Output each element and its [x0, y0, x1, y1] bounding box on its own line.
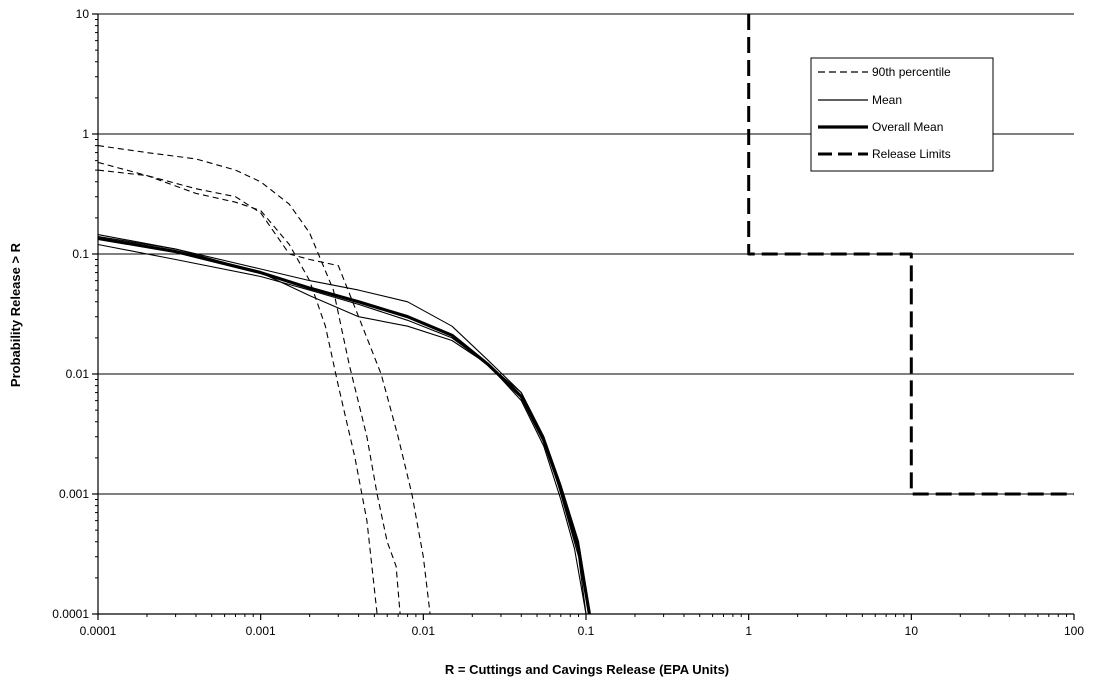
x-tick-label: 0.1 [578, 624, 595, 638]
legend-box [810, 57, 994, 172]
x-tick-label: 1 [745, 624, 752, 638]
series-line-90th-percentile-1 [97, 161, 378, 615]
legend-label-90th-percentile: 90th percentile [872, 65, 951, 79]
legend-label-overall-mean: Overall Mean [872, 120, 943, 134]
series-line-release-limits-7 [747, 14, 1074, 496]
y-tick-label: 0.001 [59, 487, 89, 501]
x-tick-label: 10 [905, 624, 919, 638]
x-tick-label: 0.001 [246, 624, 276, 638]
legend-label-release-limits: Release Limits [872, 147, 951, 161]
y-axis-title: Probability Release > R [8, 242, 23, 387]
series-line-overall-mean-6 [97, 236, 591, 615]
x-tick-label: 0.01 [412, 624, 436, 638]
x-axis-title: R = Cuttings and Cavings Release (EPA Un… [445, 662, 729, 677]
series-line-90th-percentile-2 [97, 169, 431, 615]
y-tick-label: 10 [76, 7, 90, 21]
legend: 90th percentile Mean Overall Mean Releas… [810, 57, 994, 172]
x-tick-label: 100 [1064, 624, 1084, 638]
y-tick-label: 0.1 [72, 247, 89, 261]
tick-labels: 0.0001 0.001 0.01 0.1 1 10 100 0.0001 0.001 0.01 0… [52, 7, 1084, 638]
y-tick-label: 1 [82, 127, 89, 141]
y-tick-label: 0.0001 [52, 607, 89, 621]
legend-label-mean: Mean [872, 93, 902, 107]
y-tick-label: 0.01 [66, 367, 90, 381]
x-tick-label: 0.0001 [80, 624, 117, 638]
series-line-mean-3 [97, 243, 587, 615]
series-group [97, 14, 1074, 615]
